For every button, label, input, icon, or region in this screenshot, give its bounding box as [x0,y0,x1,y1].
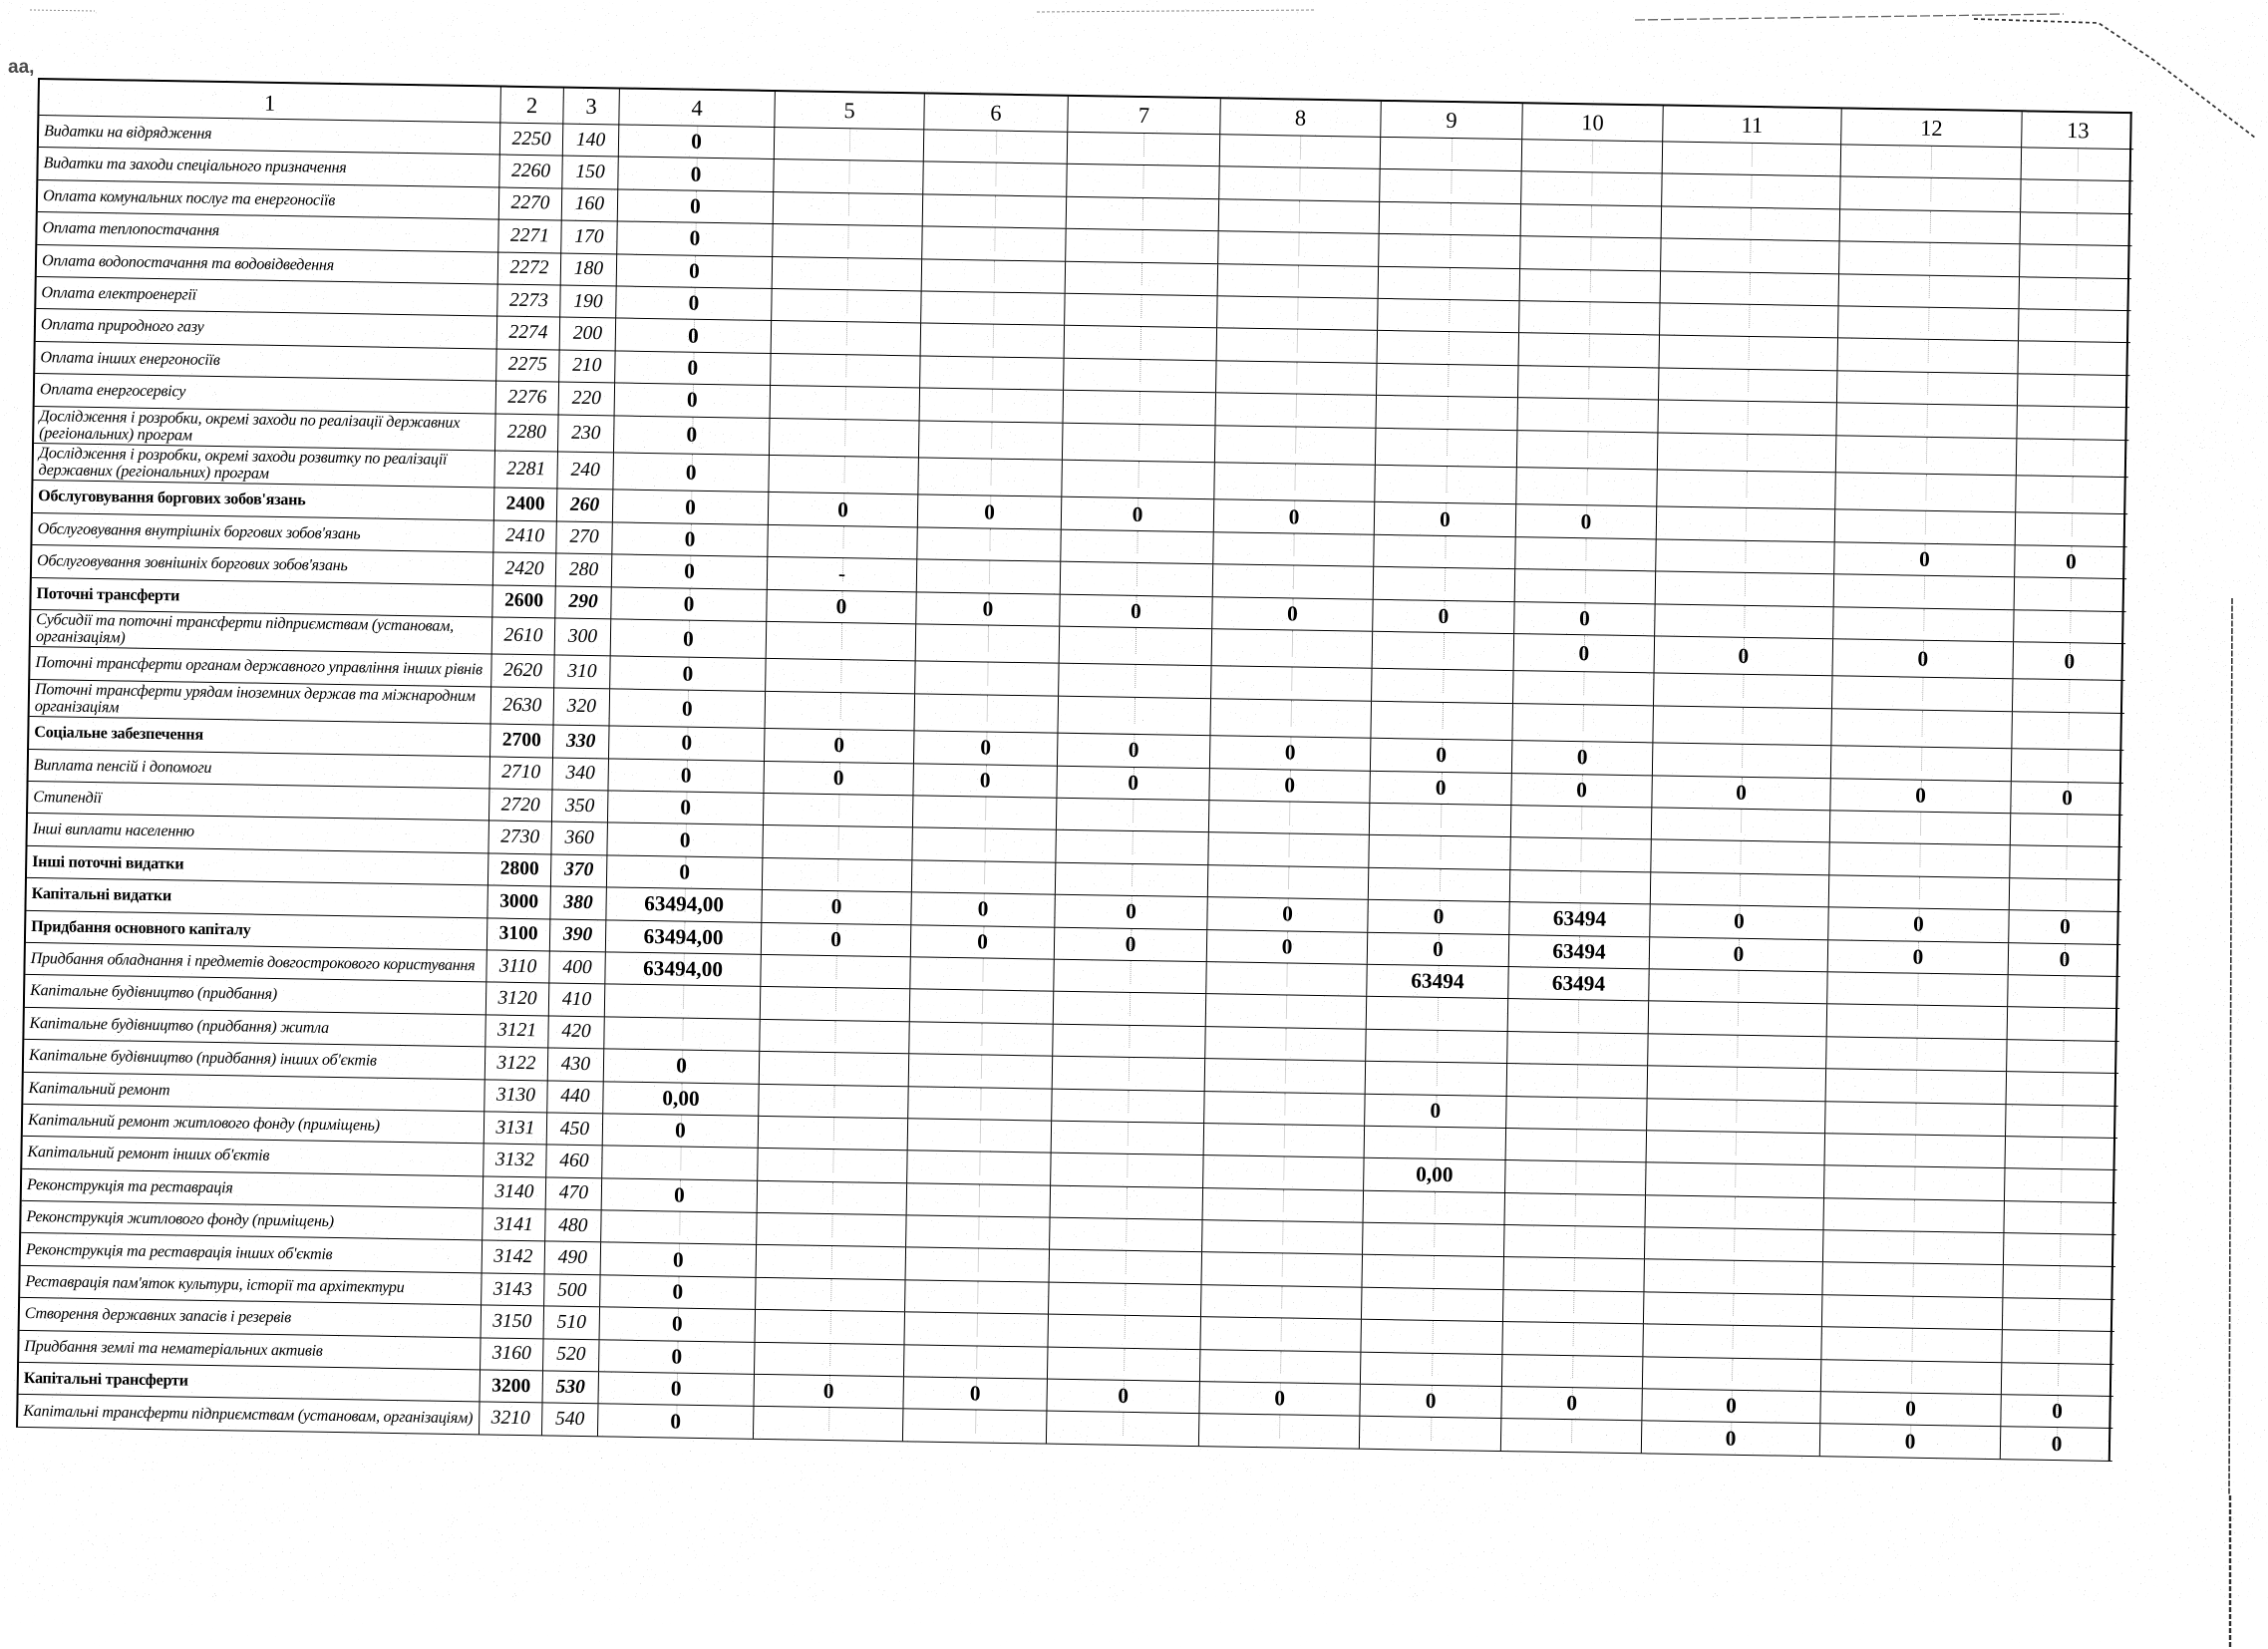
svg-text:аа,: аа, [8,57,34,78]
